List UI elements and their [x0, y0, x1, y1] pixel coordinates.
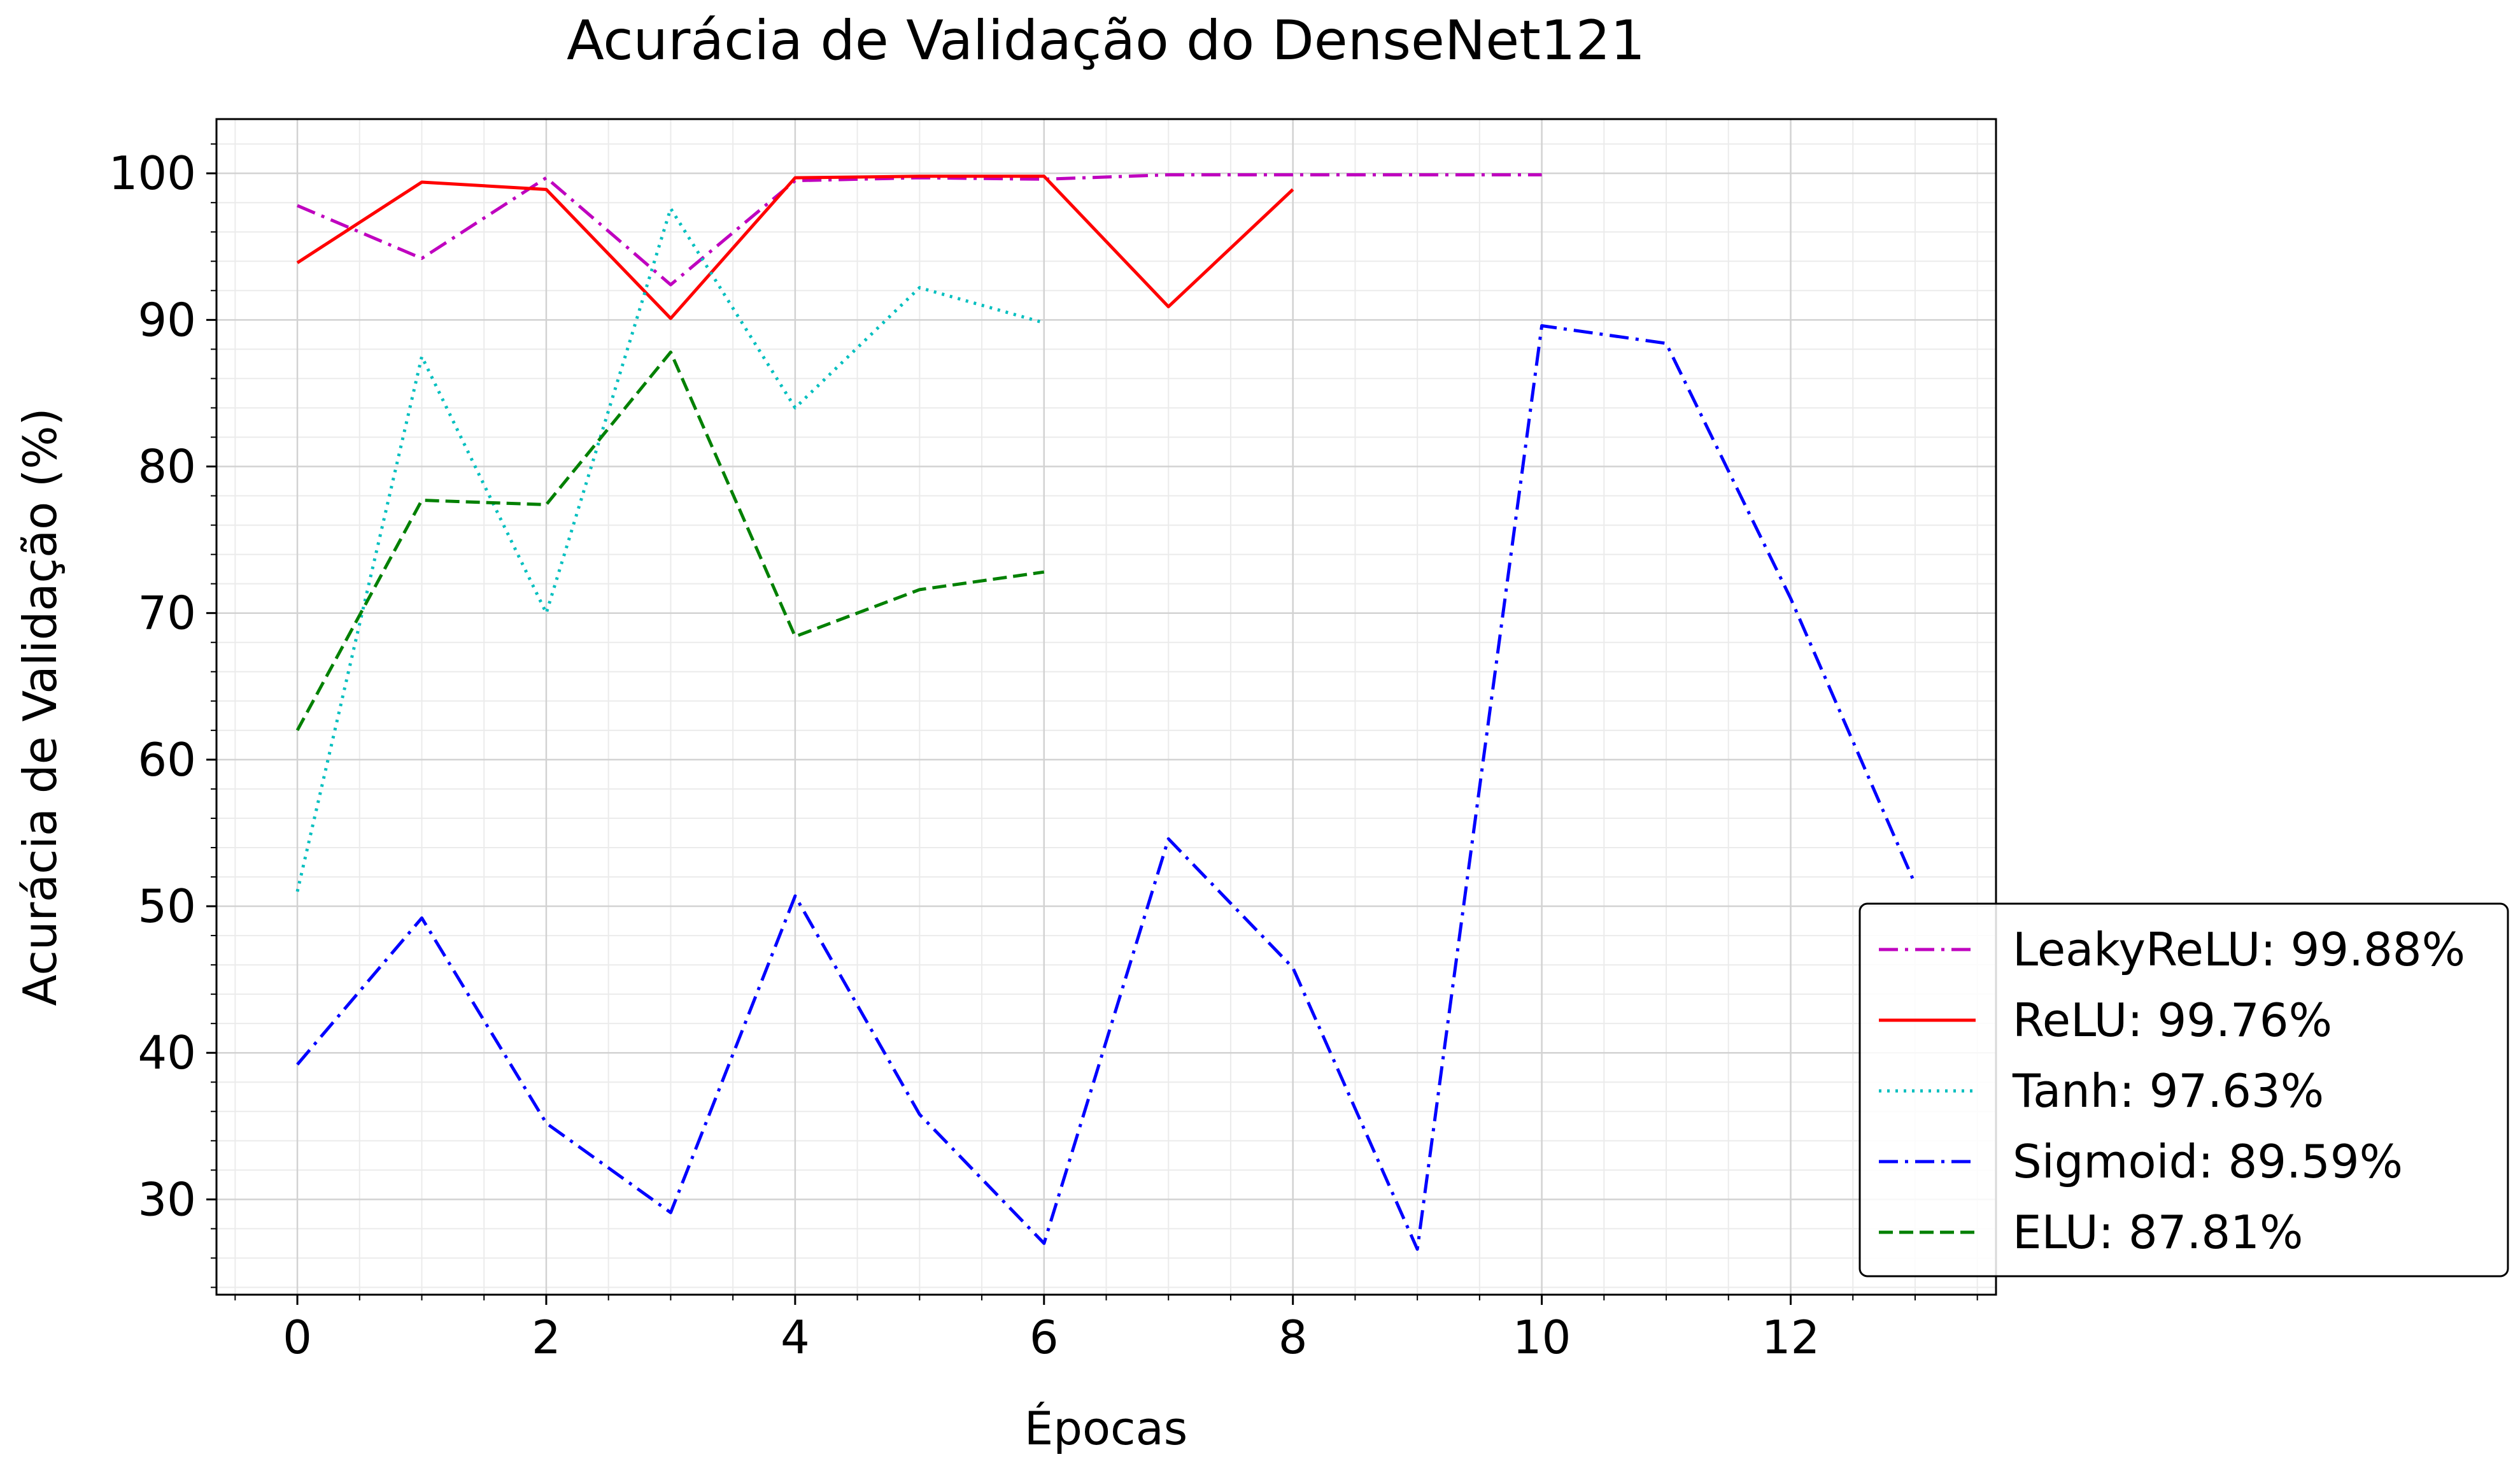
legend-label-elu: ELU: 87.81% — [2013, 1206, 2303, 1259]
legend-label-tanh: Tanh: 97.63% — [2012, 1064, 2324, 1118]
x-tick-label: 8 — [1278, 1311, 1308, 1364]
y-tick-label: 60 — [138, 733, 196, 786]
legend: LeakyReLU: 99.88% ReLU: 99.76% Tanh: 97.63… — [1858, 902, 2509, 1277]
y-tick-label: 70 — [138, 587, 196, 640]
y-tick-label: 40 — [138, 1026, 196, 1079]
legend-label-relu: ReLU: 99.76% — [2013, 993, 2332, 1047]
x-tick-label: 12 — [1762, 1311, 1820, 1364]
axis-ticks: 0 2 4 6 8 10 12 30 40 50 60 70 80 90 100 — [109, 143, 1978, 1364]
x-tick-label: 2 — [532, 1311, 561, 1364]
y-tick-label: 80 — [138, 440, 196, 494]
series-line-relu — [296, 174, 1294, 320]
x-axis-label: Épocas — [1024, 1402, 1187, 1455]
legend-label-leakyrelu: LeakyReLU: 99.88% — [2013, 923, 2465, 976]
y-axis-label: Acurácia de Validação (%) — [13, 408, 67, 1006]
x-tick-label: 10 — [1513, 1311, 1571, 1364]
x-tick-label: 0 — [283, 1311, 312, 1364]
series-lines — [295, 173, 1917, 1251]
series-line-sigmoid — [296, 324, 1917, 1251]
y-tick-label: 30 — [138, 1172, 196, 1226]
y-tick-label: 50 — [138, 879, 196, 933]
x-tick-label: 4 — [781, 1311, 810, 1364]
legend-box — [1858, 902, 2509, 1277]
x-tick-label: 6 — [1030, 1311, 1059, 1364]
y-tick-label: 100 — [109, 146, 196, 200]
series-line-elu — [295, 350, 1045, 731]
series-line-tanh — [295, 206, 1045, 892]
chart-title: Acurácia de Validação do DenseNet121 — [567, 9, 1645, 73]
y-tick-label: 90 — [138, 293, 196, 346]
grid — [216, 119, 1996, 1295]
legend-label-sigmoid: Sigmoid: 89.59% — [2013, 1135, 2403, 1188]
